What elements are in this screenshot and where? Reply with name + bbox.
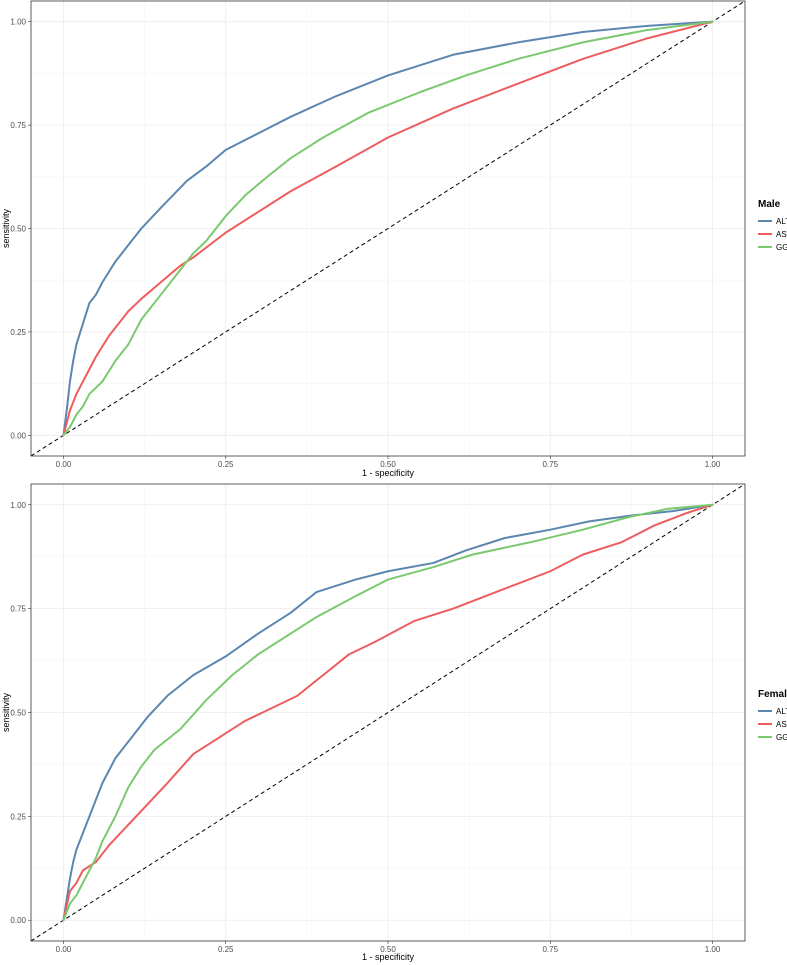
roc-panel-male: 0.00 0.25 0.50 0.75 1.00 0.00 0.25 0.50 0.75 1.00…	[1, 0, 787, 478]
legend-title: Male	[758, 199, 781, 210]
y-axis-title: sensitivity	[1, 208, 11, 248]
reference-diagonal-line	[31, 484, 745, 941]
y-tick-label: 0.25	[10, 812, 26, 821]
series-line-ggt	[62, 503, 714, 922]
x-tick-label: 0.25	[218, 460, 234, 469]
series-line-ast	[62, 503, 714, 922]
legend-label-alt: ALT	[776, 707, 787, 716]
series-line-ast	[62, 20, 714, 437]
x-axis-title: 1 - specificity	[362, 468, 415, 478]
legend-label-ast: AST	[776, 230, 787, 239]
y-tick-label: 0.00	[10, 431, 26, 440]
y-tick-label: 0.50	[10, 709, 26, 718]
roc-panel-female: 0.00 0.25 0.50 0.75 1.00 0.00 0.25 0.50 0.75 1.00…	[1, 483, 787, 962]
y-tick-label: 0.25	[10, 328, 26, 337]
x-tick-label: 0.75	[542, 945, 558, 954]
series-line-alt	[62, 503, 714, 922]
series-line-ggt	[62, 20, 714, 437]
legend: Female ALT AST GGT	[758, 689, 787, 742]
y-tick-label: 0.75	[10, 121, 26, 130]
grid	[31, 1, 745, 456]
x-tick-label: 0.25	[218, 945, 234, 954]
y-tick-label: 0.00	[10, 916, 26, 925]
x-tick-label: 0.50	[380, 460, 396, 469]
x-axis-title: 1 - specificity	[362, 952, 415, 962]
reference-diagonal-line	[31, 1, 745, 456]
y-axis-title: sensitivity	[1, 692, 11, 732]
legend-label-ggt: GGT	[776, 243, 787, 252]
x-tick-label: 0.00	[56, 460, 72, 469]
legend-label-ggt: GGT	[776, 733, 787, 742]
y-tick-label: 0.75	[10, 605, 26, 614]
x-tick-label: 0.50	[380, 945, 396, 954]
y-tick-label: 1.00	[10, 18, 26, 27]
legend: Male ALT AST GGT	[758, 199, 787, 252]
legend-label-alt: ALT	[776, 217, 787, 226]
legend-title: Female	[758, 689, 787, 700]
x-tick-label: 1.00	[705, 460, 721, 469]
y-tick-label: 0.50	[10, 225, 26, 234]
series-line-alt	[62, 20, 714, 437]
x-tick-label: 0.75	[542, 460, 558, 469]
legend-label-ast: AST	[776, 720, 787, 729]
x-tick-label: 0.00	[56, 945, 72, 954]
x-tick-label: 1.00	[705, 945, 721, 954]
y-tick-label: 1.00	[10, 501, 26, 510]
